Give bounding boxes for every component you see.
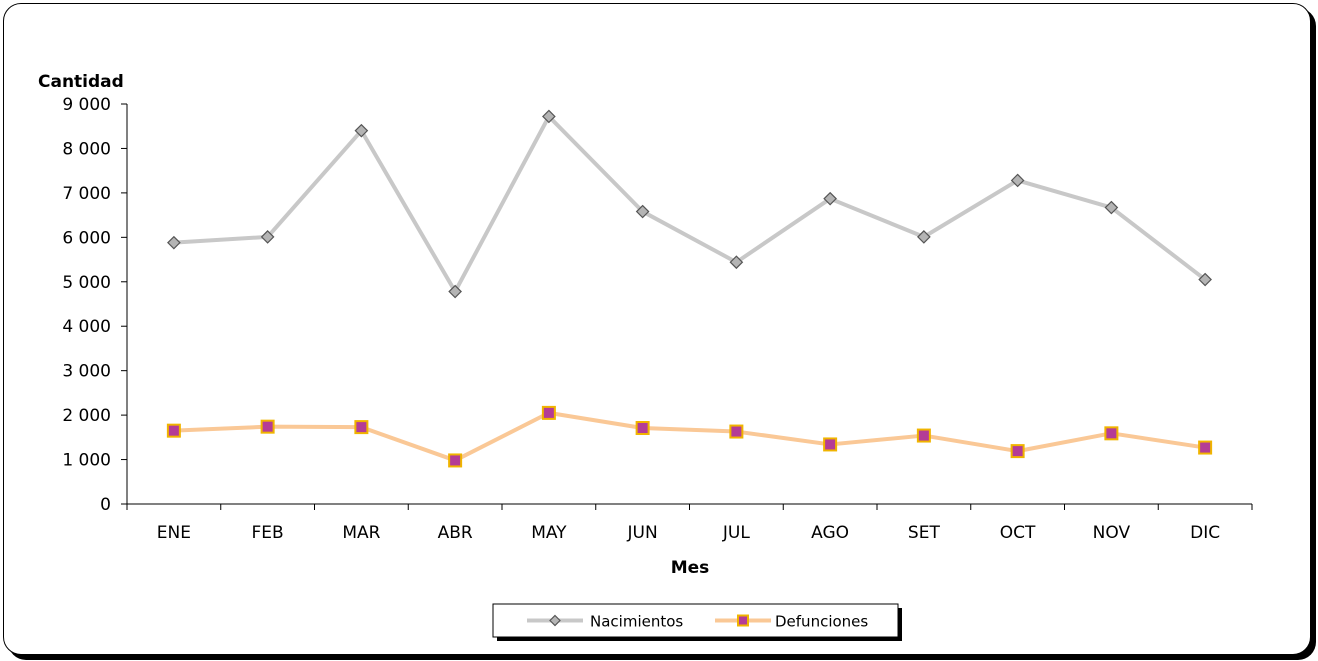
series-line-1 [173, 410, 1206, 463]
data-point-defunciones [448, 453, 463, 468]
legend-marker-defunciones [737, 614, 749, 627]
data-point-defunciones [354, 420, 369, 435]
data-point-defunciones [1010, 444, 1025, 459]
data-point-nacimientos [260, 230, 275, 244]
x-tick-label: OCT [1000, 523, 1036, 543]
data-point-defunciones [260, 419, 275, 434]
data-point-nacimientos [167, 235, 181, 250]
x-tick-label: ENE [157, 523, 191, 543]
x-tick-label: DIC [1190, 523, 1220, 543]
series-layer [166, 109, 1213, 468]
data-point-defunciones [823, 437, 838, 452]
x-tick-label: JUN [627, 523, 658, 543]
data-point-nacimientos [635, 204, 650, 219]
x-tick-label: NOV [1093, 523, 1131, 543]
y-tick-label: 9 000 [62, 95, 111, 115]
x-tick-label: MAR [342, 523, 380, 543]
legend: Nacimientos Defunciones [492, 603, 902, 641]
y-tick-label: 5 000 [62, 273, 111, 293]
x-tick-label: AGO [811, 523, 849, 543]
y-axis-title: Cantidad [38, 72, 124, 92]
y-tick-label: 8 000 [62, 139, 111, 159]
x-tick-label: MAY [531, 523, 567, 543]
data-point-nacimientos [729, 255, 744, 270]
data-point-nacimientos [354, 123, 369, 138]
legend-marker-nacimientos [549, 614, 561, 627]
data-point-nacimientos [917, 230, 931, 244]
y-tick-label: 4 000 [62, 317, 111, 337]
data-point-nacimientos [823, 191, 837, 206]
y-tick-label: 2 000 [62, 406, 111, 426]
data-point-defunciones [1104, 426, 1119, 441]
y-tick-label: 0 [100, 495, 111, 515]
x-tick-label: SET [908, 523, 941, 543]
y-tick-label: 6 000 [62, 228, 111, 248]
chart-frame [3, 3, 1311, 655]
y-tick-label: 3 000 [62, 362, 111, 382]
data-point-defunciones [541, 405, 556, 420]
data-point-defunciones [635, 421, 650, 435]
x-tick-label: ABR [438, 523, 473, 543]
data-point-defunciones [916, 428, 931, 443]
data-point-nacimientos [542, 109, 556, 124]
data-point-nacimientos [448, 284, 462, 299]
y-tick-label: 1 000 [62, 451, 111, 471]
x-tick-label: JUL [722, 523, 750, 543]
data-point-nacimientos [1198, 272, 1212, 287]
legend-label-1: Defunciones [775, 613, 868, 631]
data-point-defunciones [1198, 440, 1213, 455]
data-point-nacimientos [1104, 200, 1119, 215]
series-line-0 [173, 114, 1207, 294]
data-point-defunciones [166, 423, 181, 438]
data-point-defunciones [729, 424, 744, 439]
x-tick-label: FEB [252, 523, 284, 543]
legend-label-0: Nacimientos [590, 613, 683, 631]
x-axis-title: Mes [671, 558, 710, 578]
data-point-nacimientos [1010, 173, 1025, 188]
axes: 0 1 000 2 000 3 000 4 000 5 000 6 000 7 000 8 00… [62, 95, 1253, 543]
y-tick-label: 7 000 [62, 184, 111, 204]
